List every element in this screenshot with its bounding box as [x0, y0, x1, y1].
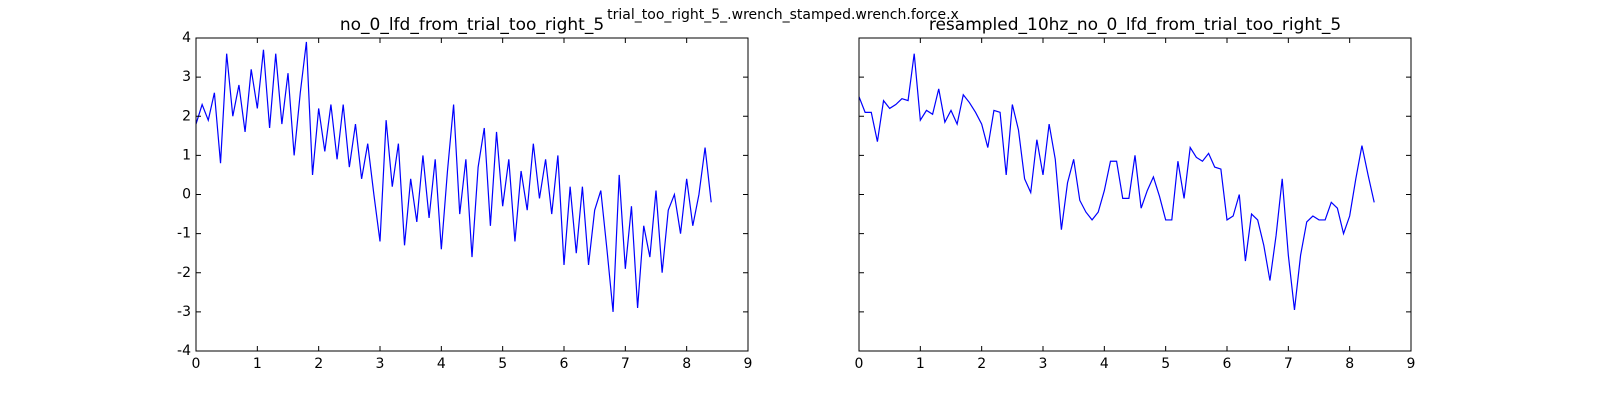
x-tick-label: 3	[376, 356, 385, 372]
y-tick-label: 4	[182, 30, 191, 46]
chart-title: resampled_10hz_no_0_lfd_from_trial_too_r…	[929, 15, 1341, 35]
x-tick-label: 1	[253, 356, 262, 372]
chart-title: no_0_lfd_from_trial_too_right_5	[340, 15, 604, 35]
x-tick-label: 5	[1161, 356, 1170, 372]
x-tick-label: 5	[498, 356, 507, 372]
x-tick-label: 3	[1039, 356, 1048, 372]
x-tick-label: 8	[1345, 356, 1354, 372]
x-tick-label: 7	[621, 356, 630, 372]
x-tick-label: 2	[977, 356, 986, 372]
x-tick-label: 2	[314, 356, 323, 372]
y-tick-label: -2	[177, 265, 191, 281]
x-tick-label: 9	[744, 356, 753, 372]
x-tick-label: 0	[855, 356, 864, 372]
x-tick-label: 6	[1223, 356, 1232, 372]
y-tick-label: 1	[182, 147, 191, 163]
y-tick-label: 0	[182, 187, 191, 203]
x-tick-label: 7	[1284, 356, 1293, 372]
y-tick-label: -4	[177, 343, 191, 359]
data-line	[195, 41, 712, 312]
y-tick-label: -3	[177, 304, 191, 320]
x-tick-label: 8	[682, 356, 691, 372]
data-line	[858, 53, 1375, 310]
x-tick-label: 9	[1407, 356, 1416, 372]
x-tick-label: 4	[1100, 356, 1109, 372]
y-tick-label: 2	[182, 108, 191, 124]
x-tick-label: 1	[916, 356, 925, 372]
y-tick-label: -1	[177, 226, 191, 242]
x-tick-label: 4	[437, 356, 446, 372]
figure-title: trial_too_right_5_.wrench_stamped.wrench…	[607, 7, 959, 23]
x-tick-label: 6	[560, 356, 569, 372]
y-tick-label: 3	[182, 69, 191, 85]
x-tick-label: 0	[192, 356, 201, 372]
